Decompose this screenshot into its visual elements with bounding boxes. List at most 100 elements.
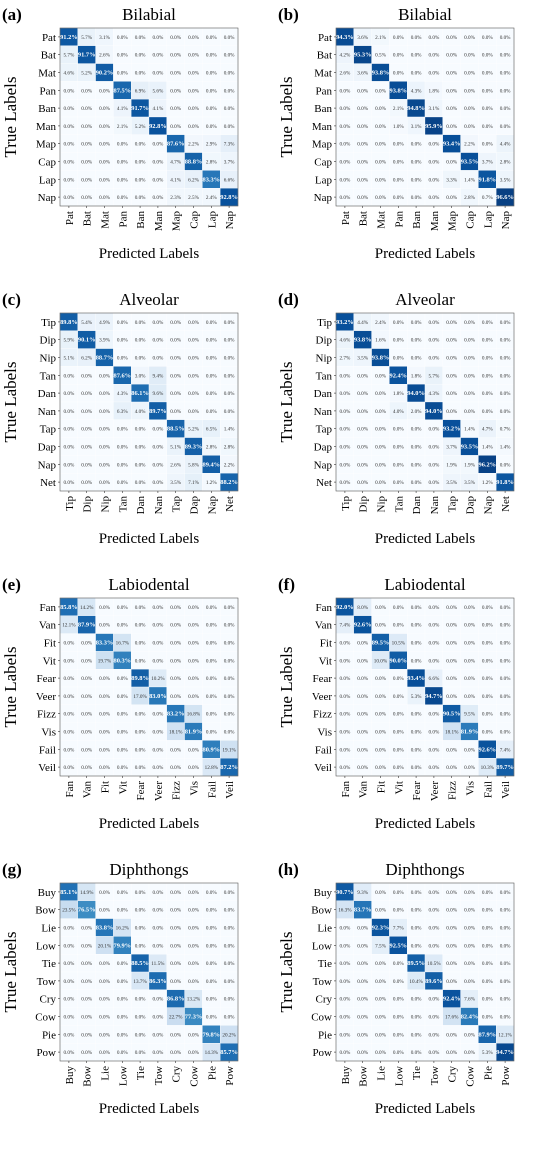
cell-value-label: 0.0% — [375, 1050, 386, 1056]
cell-value-label: 0.0% — [188, 694, 199, 700]
cell-value-label: 0.0% — [393, 890, 404, 896]
panel-label: (d) — [278, 290, 299, 309]
cell-value-label: 0.0% — [152, 1032, 163, 1038]
cell-value-label: 0.0% — [99, 373, 110, 379]
cell-value-label: 0.0% — [500, 943, 511, 949]
cell-value-label: 0.0% — [393, 445, 404, 451]
cell-value-label: 5.2% — [188, 427, 199, 433]
cell-value-label: 0.0% — [339, 124, 350, 130]
cell-value-label: 0.0% — [446, 53, 457, 59]
x-tick-label: Fail — [482, 781, 494, 798]
cell-value-label: 0.0% — [170, 658, 181, 664]
cell-value-label: 0.0% — [375, 623, 386, 629]
cell-value-label: 17.0% — [133, 694, 147, 700]
cell-value-label: 0.0% — [375, 462, 386, 468]
y-axis-label: True Labels — [277, 931, 296, 1012]
cell-value-label: 94.0% — [425, 408, 443, 415]
cell-value-label: 5.4% — [81, 320, 92, 326]
cell-value-label: 12.8% — [205, 765, 219, 771]
cell-value-label: 0.0% — [428, 908, 439, 914]
cell-value-label: 0.0% — [117, 605, 128, 611]
cell-value-label: 0.0% — [375, 373, 386, 379]
cell-value-label: 0.0% — [117, 1015, 128, 1021]
cell-value-label: 93.4% — [407, 675, 425, 682]
cell-value-label: 90.7% — [336, 889, 354, 896]
chart-title: Alveolar — [395, 290, 455, 309]
x-tick-label: Pie — [206, 1066, 218, 1080]
cell-value-label: 0.0% — [152, 338, 163, 344]
cell-value-label: 0.0% — [428, 427, 439, 433]
cell-value-label: 0.0% — [446, 391, 457, 397]
cell-value-label: 7.4% — [500, 747, 511, 753]
cell-value-label: 0.0% — [357, 1050, 368, 1056]
cell-value-label: 79.8% — [203, 1031, 221, 1038]
cell-value-label: 0.0% — [482, 943, 493, 949]
cell-value-label: 10.2% — [151, 676, 165, 682]
cell-value-label: 0.0% — [446, 106, 457, 112]
y-tick-label: Vis — [317, 727, 332, 739]
cell-value-label: 0.0% — [117, 462, 128, 468]
cell-value-label: 0.0% — [357, 997, 368, 1003]
cell-value-label: 3.5% — [446, 480, 457, 486]
cell-value-label: 0.0% — [206, 961, 217, 967]
cell-value-label: 0.0% — [135, 1032, 146, 1038]
cell-value-label: 0.0% — [464, 676, 475, 682]
cell-value-label: 0.0% — [206, 391, 217, 397]
cell-value-label: 0.0% — [117, 445, 128, 451]
cell-value-label: 85.7% — [220, 1049, 238, 1056]
heatmap-panel-h: (h) Diphthongs 90.7% 9.3% 0.0% 0.0% 0.0% 0.0% 0.… — [277, 860, 515, 1117]
cell-value-label: 0.0% — [152, 997, 163, 1003]
cell-value-label: 0.0% — [357, 712, 368, 718]
cell-value-label: 5.7% — [81, 35, 92, 41]
heatmap-frame — [335, 312, 515, 492]
y-tick-label: Map — [312, 139, 333, 151]
cell-value-label: 0.0% — [81, 1050, 92, 1056]
cell-value-label: 0.0% — [500, 124, 511, 130]
cell-value-label: 0.0% — [206, 979, 217, 985]
cell-value-label: 0.0% — [99, 409, 110, 415]
cell-value-label: 3.3% — [446, 177, 457, 183]
cell-value-label: 0.0% — [411, 356, 422, 362]
cell-value-label: 0.0% — [393, 623, 404, 629]
y-tick-label: Lie — [41, 923, 56, 935]
cell-value-label: 0.0% — [99, 1050, 110, 1056]
y-tick-label: Tan — [316, 370, 333, 382]
cell-value-label: 0.0% — [446, 373, 457, 379]
cell-value-label: 0.0% — [99, 195, 110, 201]
x-tick-label: Fail — [206, 781, 218, 798]
cell-value-label: 0.0% — [63, 747, 74, 753]
cell-value-label: 0.0% — [117, 356, 128, 362]
cell-value-label: 0.0% — [393, 53, 404, 59]
cell-value-label: 0.0% — [188, 356, 199, 362]
cell-value-label: 5.2% — [81, 71, 92, 77]
cell-value-label: 3.1% — [99, 35, 110, 41]
cell-value-label: 4.6% — [339, 338, 350, 344]
cell-value-label: 0.0% — [117, 320, 128, 326]
cell-value-label: 0.0% — [99, 106, 110, 112]
cell-value-label: 0.0% — [428, 658, 439, 664]
cell-value-label: 0.0% — [339, 409, 350, 415]
cell-value-label: 0.0% — [188, 106, 199, 112]
y-tick-label: Nap — [38, 192, 57, 204]
cell-value-label: 2.9% — [206, 142, 217, 148]
cell-value-label: 0.0% — [206, 943, 217, 949]
cell-value-label: 0.0% — [170, 35, 181, 41]
cell-value-label: 0.0% — [446, 1050, 457, 1056]
cell-value-label: 0.0% — [99, 480, 110, 486]
cell-value-label: 0.0% — [63, 427, 74, 433]
cell-value-label: 7.6% — [464, 997, 475, 1003]
heatmap-frame — [335, 27, 515, 207]
y-tick-label: Dip — [316, 335, 333, 347]
cell-value-label: 5.2% — [135, 124, 146, 130]
cell-value-label: 0.0% — [81, 979, 92, 985]
cell-value-label: 0.0% — [393, 997, 404, 1003]
y-tick-label: Vit — [43, 655, 56, 667]
cell-value-label: 0.0% — [464, 765, 475, 771]
cell-value-label: 0.0% — [152, 890, 163, 896]
cell-value-label: 0.0% — [339, 88, 350, 94]
y-axis-label: True Labels — [277, 76, 296, 157]
cell-value-label: 0.0% — [170, 409, 181, 415]
cell-value-label: 3.5% — [464, 480, 475, 486]
cell-value-label: 0.0% — [428, 605, 439, 611]
